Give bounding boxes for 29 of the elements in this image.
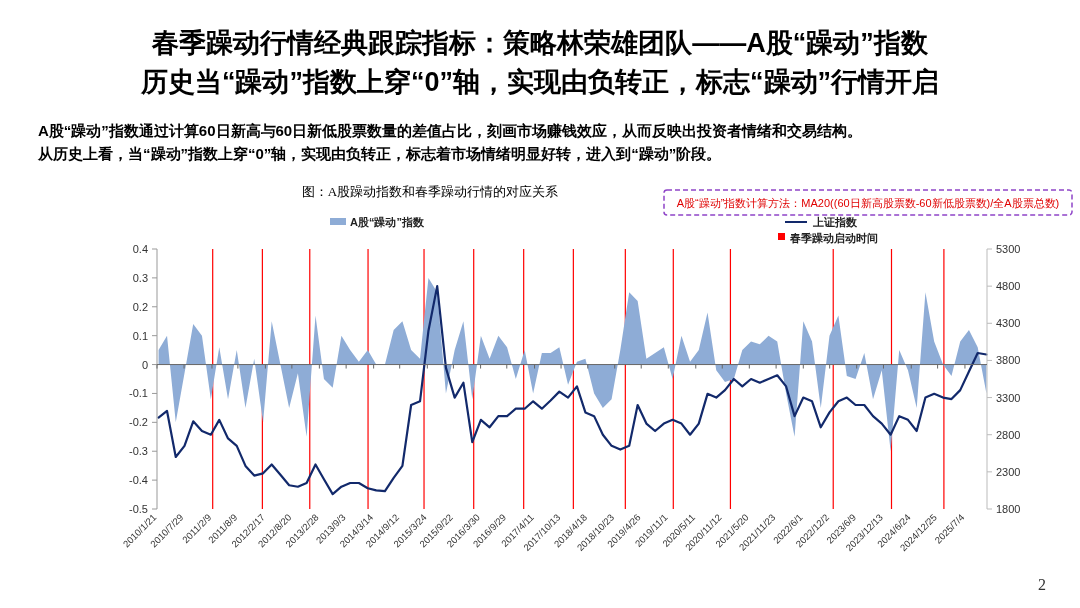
y2-tick-label: 5300 xyxy=(996,243,1021,255)
y-tick-label: -0.5 xyxy=(129,503,148,515)
y-tick-label: 0 xyxy=(141,358,148,371)
y-tick-label: -0.2 xyxy=(129,416,148,429)
y2-tick-label: 4300 xyxy=(996,317,1021,330)
text: 图：A股躁动指数和春季躁动行情的对应关系 xyxy=(301,184,559,199)
chart-subtitle: 历史当“躁动”指数上穿“0”轴，实现由负转正，标志“躁动”行情开启 xyxy=(139,67,940,97)
line-series xyxy=(157,285,988,496)
y-tick-label: 0.3 xyxy=(132,271,148,284)
y2-tick-label: 2800 xyxy=(996,428,1021,441)
y-tick-label: -0.3 xyxy=(129,445,148,458)
legend-label: A股“躁动”指数 xyxy=(350,216,425,228)
text: A股“躁动”指数通过计算60日新高与60日新低股票数量的差值占比，刻画市场赚钱效应，从而反映出投资者情绪和交易结构。 xyxy=(38,122,863,139)
chart-title: 春季躁动行情经典跟踪指标：策略林荣雄团队——A股“躁动”指数 xyxy=(151,28,929,58)
text: 2 xyxy=(1038,576,1046,593)
text: 从历史上看，当“躁动”指数上穿“0”轴，实现由负转正，标志着市场情绪明显好转，进入到“躁动”阶段。 xyxy=(37,145,722,162)
y-tick-label: -0.4 xyxy=(129,474,148,487)
text: A股“躁动”指数计算方法：MA20((60日新高股票数-60新低股票数)/全A股票总数) xyxy=(676,197,1060,209)
y2-tick-label: 2300 xyxy=(996,465,1021,478)
y2-tick-label: 3300 xyxy=(996,391,1021,404)
y2-tick-label: 4800 xyxy=(996,280,1021,293)
y-tick-label: -0.1 xyxy=(129,387,148,400)
legend-label: 上证指数 xyxy=(812,216,858,228)
y-tick-label: 0.2 xyxy=(132,300,148,313)
y-tick-label: 0.1 xyxy=(132,329,148,342)
legend-label: 春季躁动启动时间 xyxy=(789,232,878,244)
y-tick-label: 0.4 xyxy=(132,243,148,255)
y2-tick-label: 1800 xyxy=(996,503,1021,515)
y2-tick-label: 3800 xyxy=(996,354,1021,367)
